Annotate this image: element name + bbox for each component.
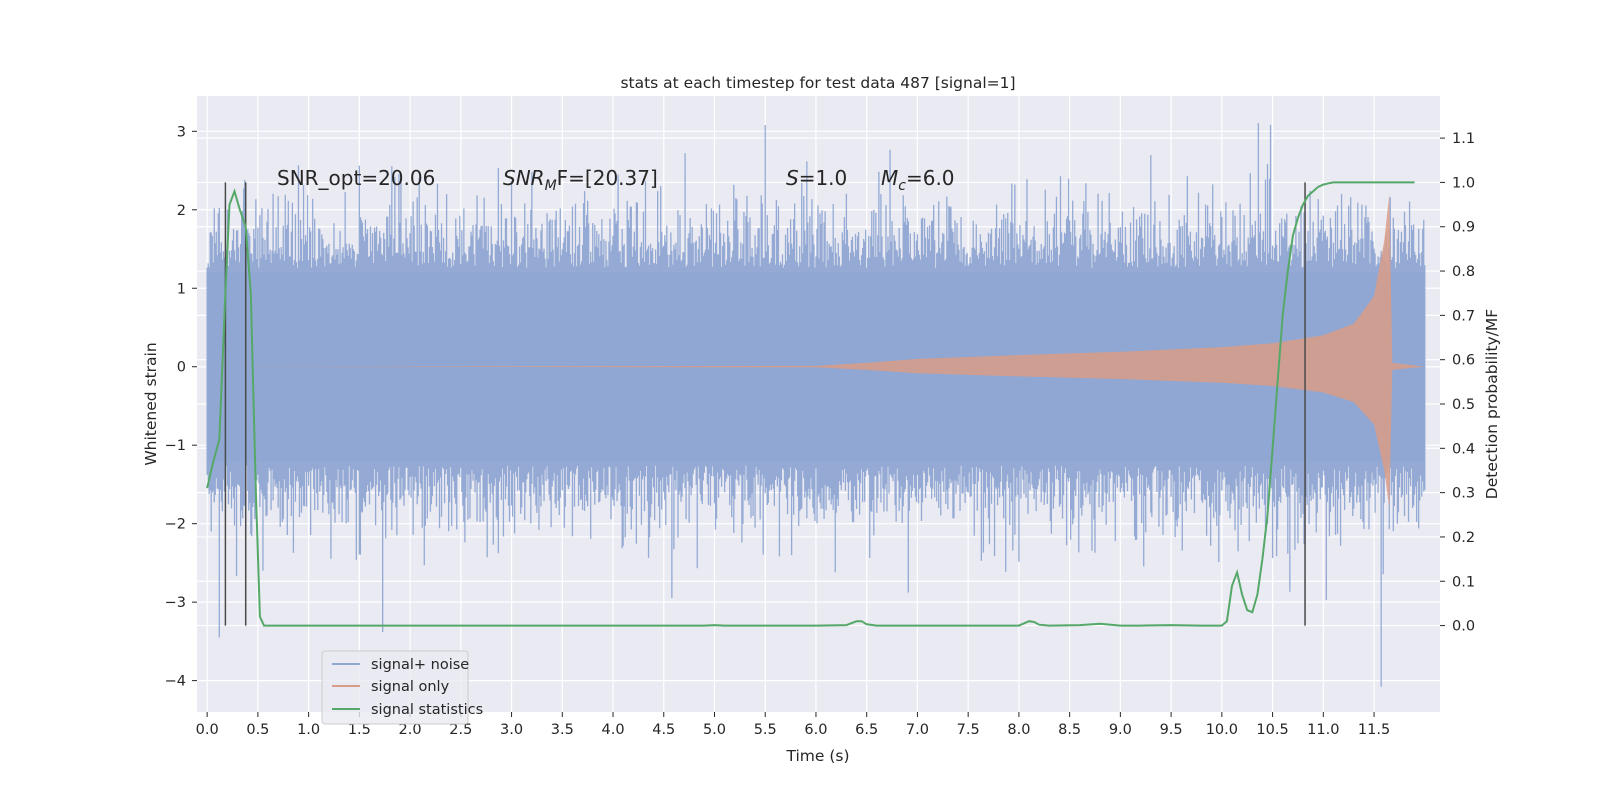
annotation-snr-opt: SNR_opt=20.06 <box>277 166 435 190</box>
legend: signal+ noise signal only signal statist… <box>321 650 483 725</box>
x-tick-label: 3.5 <box>551 722 574 738</box>
legend-box <box>321 650 469 725</box>
annotation-s-rest: =1.0 <box>799 166 848 190</box>
signal-only-series <box>207 194 1425 509</box>
y-tick-label: 1 <box>177 281 186 297</box>
legend-label-signal: signal only <box>371 679 450 695</box>
annotations: SNR_opt=20.06 SNRMF=[20.37] S=1.0 Mc=6.0 <box>277 166 955 194</box>
x-tick-labels: 0.0 0.5 1.0 1.5 2.0 2.5 3.0 3.5 4.0 4.5 5.0 5.5 6.0 6… <box>196 712 1390 738</box>
x-tick-label: 2.0 <box>399 722 422 738</box>
x-tick-label: 4.0 <box>601 722 624 738</box>
x-tick-label: 1.5 <box>348 722 371 738</box>
annotation-mc-sub: c <box>898 178 906 194</box>
annotation-mc-rest: =6.0 <box>906 166 955 190</box>
signal-only-envelope <box>207 194 1425 509</box>
y2-tick-label: 0.8 <box>1452 264 1475 280</box>
y-tick-label: 3 <box>177 124 186 140</box>
y-tick-label: 2 <box>177 203 186 219</box>
y2-tick-label: 0.5 <box>1452 397 1475 413</box>
y-tick-labels: 3 2 1 0 −1 −2 −3 −4 <box>165 124 197 690</box>
signal-statistics-line <box>206 181 1415 627</box>
x-tick-label: 5.5 <box>754 722 777 738</box>
x-tick-label: 2.5 <box>449 722 472 738</box>
annotation-s: S=1.0 <box>786 166 847 190</box>
y2-tick-label: 1.1 <box>1452 131 1475 147</box>
y-tick-label: −1 <box>165 438 186 454</box>
annotation-mc: Mc=6.0 <box>881 166 955 194</box>
x-tick-label: 9.5 <box>1160 722 1183 738</box>
x-tick-label: 4.5 <box>652 722 675 738</box>
annotation-mc-main: M <box>881 166 898 190</box>
y2-tick-labels: 1.1 1.0 0.9 0.8 0.7 0.6 0.5 0.4 0.3 0.2 0.1 0.0 <box>1440 131 1475 635</box>
x-tick-label: 10.0 <box>1206 722 1238 738</box>
x-tick-label: 3.0 <box>500 722 523 738</box>
x-tick-label: 6.0 <box>804 722 827 738</box>
vertical-markers <box>224 182 1306 626</box>
x-tick-label: 8.5 <box>1058 722 1081 738</box>
y2-tick-label: 0.0 <box>1452 619 1475 635</box>
x-tick-label: 0.0 <box>196 722 219 738</box>
annotation-snr-mf-sub: M <box>545 178 557 194</box>
y2-axis-label: Detection probability/MF <box>1483 309 1501 500</box>
y-tick-label: 0 <box>177 360 186 376</box>
x-tick-label: 6.5 <box>855 722 878 738</box>
y2-tick-label: 0.2 <box>1452 530 1475 546</box>
y2-tick-label: 1.0 <box>1452 175 1475 191</box>
annotation-snr-mf-rest: F=[20.37] <box>557 166 658 190</box>
y2-tick-label: 0.3 <box>1452 486 1475 502</box>
x-tick-label: 1.0 <box>297 722 320 738</box>
annotation-s-main: S <box>786 166 799 190</box>
x-tick-label: 7.0 <box>906 722 929 738</box>
legend-label-noise: signal+ noise <box>371 657 469 673</box>
y2-tick-label: 0.7 <box>1452 308 1475 324</box>
y2-tick-label: 0.9 <box>1452 220 1475 236</box>
y-tick-label: −4 <box>165 674 186 690</box>
x-tick-label: 0.5 <box>246 722 269 738</box>
y2-tick-label: 0.4 <box>1452 441 1475 457</box>
y2-tick-label: 0.6 <box>1452 353 1475 369</box>
x-tick-label: 11.0 <box>1307 722 1339 738</box>
y-tick-label: −2 <box>165 517 186 533</box>
legend-label-stats: signal statistics <box>371 702 483 718</box>
x-axis-label: Time (s) <box>785 747 849 765</box>
chart-title: stats at each timestep for test data 487… <box>620 74 1015 92</box>
y2-tick-label: 0.1 <box>1452 574 1475 590</box>
signal-statistics-series <box>206 181 1415 627</box>
annotation-snr-mf: SNRMF=[20.37] <box>503 166 658 194</box>
x-tick-label: 5.0 <box>703 722 726 738</box>
x-tick-label: 9.0 <box>1109 722 1132 738</box>
y-tick-label: −3 <box>165 595 186 611</box>
annotation-snr-mf-main: SNR <box>503 166 545 190</box>
y-axis-label: Whitened strain <box>142 342 160 465</box>
x-tick-label: 10.5 <box>1256 722 1288 738</box>
x-tick-label: 7.5 <box>957 722 980 738</box>
x-tick-label: 8.0 <box>1007 722 1030 738</box>
x-tick-label: 11.5 <box>1358 722 1390 738</box>
